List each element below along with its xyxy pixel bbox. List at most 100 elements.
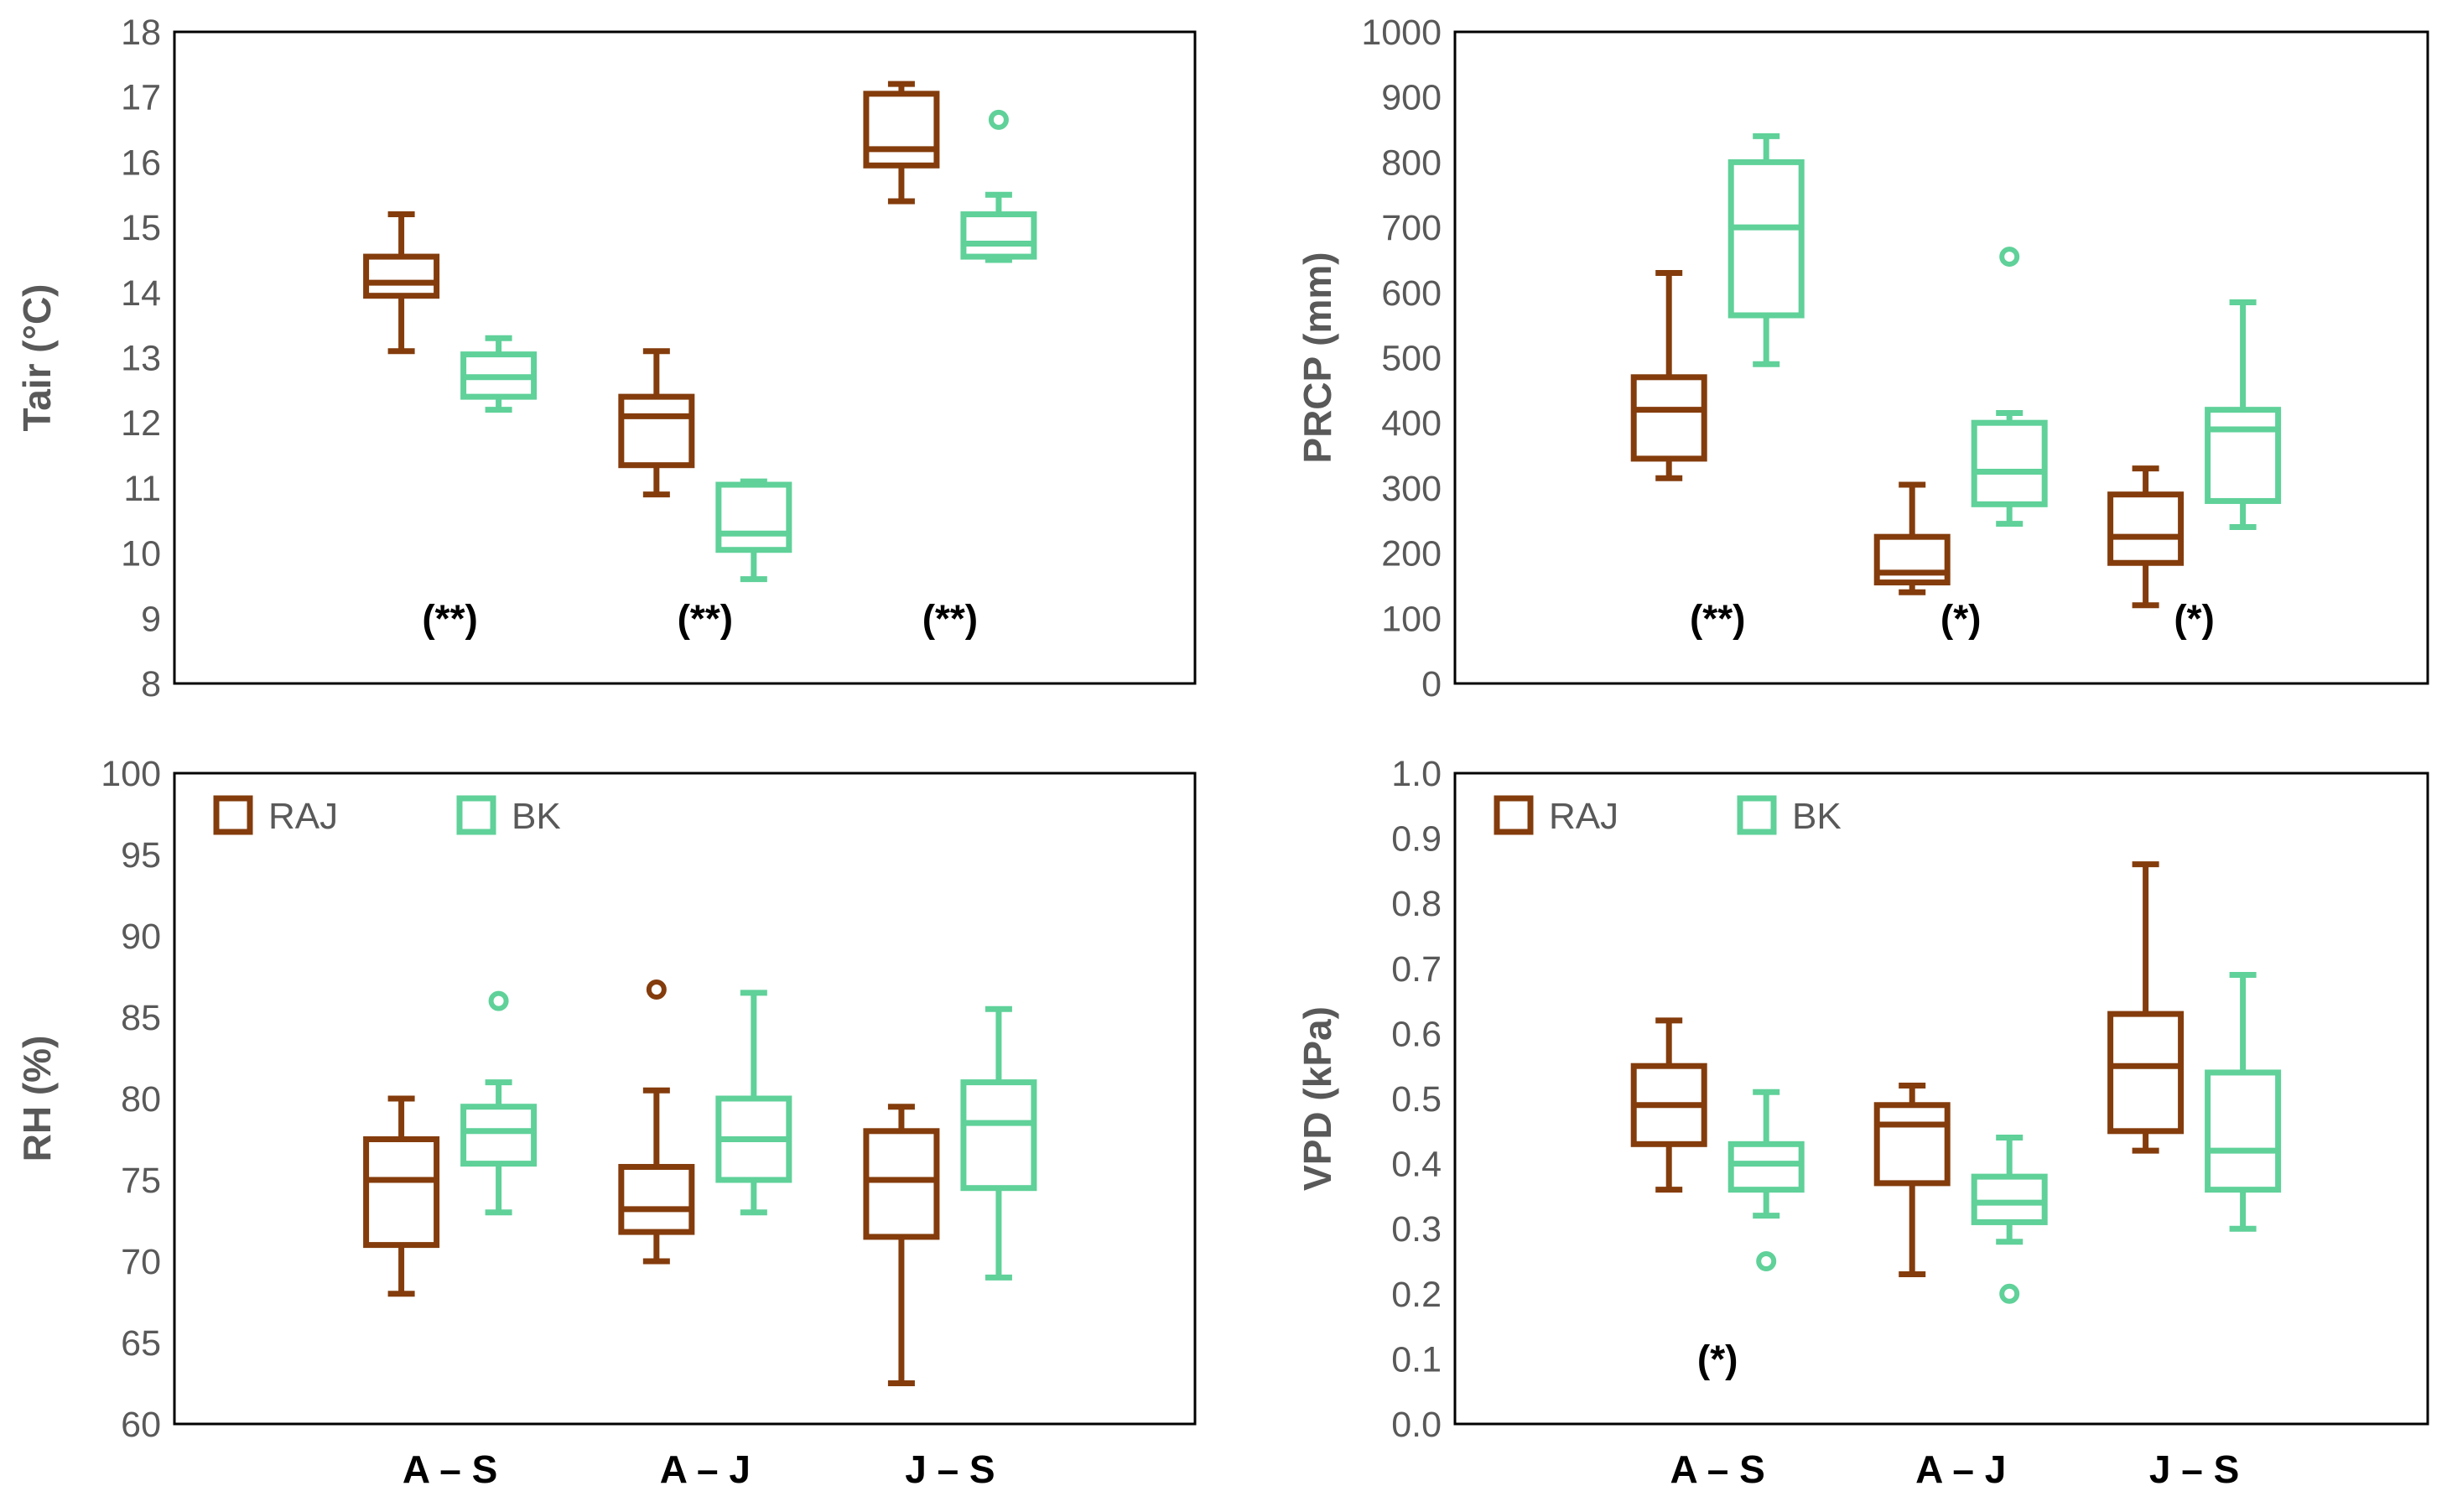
y-tick-label: 13 — [121, 339, 161, 379]
box-RAJ-0 — [363, 1095, 440, 1297]
y-tick-label: 14 — [121, 273, 161, 314]
legend: RAJ BK — [1494, 795, 1842, 837]
box-RAJ-2 — [2107, 465, 2185, 609]
y-axis-label: RH (%) — [15, 1036, 59, 1162]
iqr-box — [2107, 1011, 2185, 1135]
panel-tair: 8 9 10 11 12 13 14 15 16 17 18 Tair (°C) (**) (**) (**… — [15, 13, 1197, 704]
iqr-box — [863, 1128, 940, 1240]
box-RAJ-2 — [863, 81, 940, 205]
x-category-label: A – S — [1670, 1447, 1765, 1491]
iqr-box — [715, 481, 792, 553]
box-BK-0 — [1727, 1089, 1805, 1271]
iqr-box — [1971, 1173, 2048, 1225]
iqr-box — [1727, 1140, 1805, 1193]
y-tick-label: 90 — [121, 917, 161, 957]
x-category-label: J – S — [905, 1447, 995, 1491]
significance-label: (**) — [922, 596, 978, 640]
box-RAJ-0 — [363, 211, 440, 355]
panel-rh: 60 65 70 75 80 85 90 95 100 RH (%) A – S A – J J – S… — [15, 754, 1197, 1491]
iqr-box — [618, 1163, 695, 1235]
y-tick-label: 17 — [121, 78, 161, 118]
y-tick-label: 100 — [1381, 599, 1442, 639]
significance-label: (*) — [1697, 1337, 1738, 1380]
y-tick-label: 0.5 — [1391, 1079, 1442, 1120]
y-axis-label: PRCP (mm) — [1296, 252, 1339, 463]
box-BK-2 — [2205, 972, 2282, 1232]
y-tick-label: 16 — [121, 143, 161, 183]
box-RAJ-2 — [2107, 861, 2185, 1154]
y-tick-label: 700 — [1381, 208, 1442, 248]
y-tick-label: 0.1 — [1391, 1339, 1442, 1380]
legend-swatch-raj — [213, 795, 253, 835]
y-tick-label: 0.6 — [1391, 1014, 1442, 1054]
significance-label: (**) — [422, 596, 477, 640]
box-BK-0 — [460, 990, 538, 1216]
y-tick-label: 10 — [121, 534, 161, 574]
legend-swatch-bk — [456, 795, 496, 835]
legend-swatch-bk — [1737, 795, 1777, 835]
legend-label-bk: BK — [1792, 796, 1842, 837]
box-BK-1 — [715, 478, 792, 583]
iqr-box — [2205, 407, 2282, 504]
iqr-box — [1630, 374, 1707, 462]
legend: RAJ BK — [213, 795, 561, 837]
significance-label: (*) — [2174, 596, 2215, 640]
iqr-box — [1727, 158, 1805, 319]
box-BK-1 — [1971, 247, 2048, 527]
significance-label: (**) — [1690, 596, 1745, 640]
plot-frame — [1453, 30, 2429, 685]
x-category-label: J – S — [2149, 1447, 2239, 1491]
y-tick-label: 11 — [123, 469, 161, 509]
iqr-box — [460, 1104, 538, 1167]
box-RAJ-1 — [618, 979, 695, 1265]
panel-prcp: 0 100 200 300 400 500 600 700 800 900 1000 PRCP (mm… — [1296, 13, 2429, 704]
box-RAJ-1 — [1873, 481, 1951, 595]
box-RAJ-1 — [1873, 1082, 1951, 1278]
outlier-point — [988, 109, 1009, 130]
box-BK-2 — [960, 109, 1037, 263]
panel-vpd: 0.0 0.1 0.2 0.3 0.4 0.5 0.6 0.7 0.8 0.9 1.0 VPD (kP… — [1296, 754, 2429, 1491]
y-tick-label: 0.3 — [1391, 1209, 1442, 1250]
iqr-box — [2107, 491, 2185, 566]
y-tick-label: 1000 — [1361, 13, 1442, 53]
y-tick-label: 9 — [141, 599, 161, 639]
y-axis-label: Tair (°C) — [15, 284, 59, 432]
iqr-box — [1971, 419, 2048, 507]
iqr-box — [618, 393, 695, 469]
y-tick-label: 500 — [1381, 339, 1442, 379]
y-tick-label: 65 — [121, 1323, 161, 1364]
iqr-box — [960, 1079, 1037, 1192]
outlier-point — [1999, 247, 2020, 268]
plot-frame — [173, 30, 1197, 685]
y-tick-label: 0.9 — [1391, 819, 1442, 860]
y-tick-label: 0.2 — [1391, 1275, 1442, 1315]
box-BK-2 — [2205, 299, 2282, 531]
y-tick-label: 0 — [1421, 664, 1442, 704]
y-tick-label: 95 — [121, 835, 161, 876]
legend-label-bk: BK — [512, 796, 561, 837]
iqr-box — [2205, 1069, 2282, 1193]
x-category-label: A – J — [1915, 1447, 2006, 1491]
outlier-point — [488, 990, 509, 1011]
box-BK-2 — [960, 1005, 1037, 1281]
y-tick-label: 8 — [141, 664, 161, 704]
y-tick-label: 0.8 — [1391, 884, 1442, 924]
box-RAJ-0 — [1630, 269, 1707, 481]
legend-swatch-raj — [1494, 795, 1534, 835]
box-RAJ-1 — [618, 348, 695, 498]
box-RAJ-0 — [1630, 1017, 1707, 1193]
y-tick-label: 12 — [121, 403, 161, 444]
outlier-point — [1999, 1283, 2020, 1304]
y-tick-label: 75 — [121, 1161, 161, 1201]
y-tick-label: 100 — [101, 754, 161, 794]
box-BK-0 — [460, 335, 538, 413]
box-RAJ-2 — [863, 1104, 940, 1386]
y-tick-label: 200 — [1381, 534, 1442, 574]
y-tick-label: 600 — [1381, 273, 1442, 314]
iqr-box — [363, 253, 440, 299]
y-tick-label: 85 — [121, 998, 161, 1038]
iqr-box — [363, 1136, 440, 1249]
y-tick-label: 80 — [121, 1079, 161, 1120]
y-axis-label: VPD (kPa) — [1296, 1006, 1339, 1191]
